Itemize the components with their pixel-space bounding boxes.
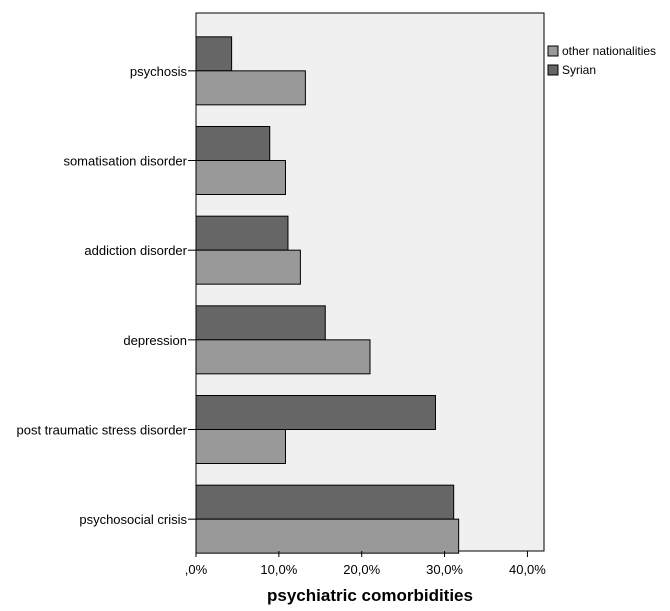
- y-axis: psychosis somatisation disorder addiction …: [16, 64, 196, 527]
- x-tick-label: 30,0%: [426, 562, 463, 577]
- bar-other-nationalities-psychosis: [195, 70, 306, 106]
- bar-syrian-psychosocial-crisis: [195, 484, 455, 520]
- legend-swatch: [547, 45, 559, 57]
- bar-other-nationalities-somatisation-disorder: [195, 160, 286, 195]
- x-tick-label: 40,0%: [509, 562, 546, 577]
- bar-other-nationalities-psychosocial-crisis: [195, 518, 460, 554]
- bar-other-nationalities-depression: [195, 339, 371, 375]
- legend-label: Syrian: [562, 63, 596, 77]
- y-tick-label: psychosis: [130, 64, 188, 79]
- x-tick-label: 10,0%: [260, 562, 297, 577]
- legend: other nationalities Syrian: [547, 44, 656, 77]
- legend-swatch: [547, 64, 559, 76]
- bars: [195, 36, 460, 554]
- y-tick-label: post traumatic stress disorder: [16, 423, 187, 438]
- y-tick-label: psychosocial crisis: [79, 512, 187, 527]
- legend-label: other nationalities: [562, 44, 656, 58]
- bar-other-nationalities-addiction-disorder: [195, 249, 301, 285]
- x-axis-title: psychiatric comorbidities: [267, 586, 473, 605]
- bar-syrian-addiction-disorder: [195, 215, 289, 251]
- y-tick-label: addiction disorder: [84, 243, 187, 258]
- y-tick-label: depression: [123, 333, 187, 348]
- y-tick-label: somatisation disorder: [63, 154, 187, 169]
- bar-syrian-depression: [195, 305, 326, 341]
- bar-syrian-psychosis: [195, 36, 233, 72]
- bar-other-nationalities-post-traumatic-stress-disorder: [195, 429, 286, 464]
- x-axis: ,0% 10,0% 20,0% 30,0% 40,0%: [185, 551, 546, 577]
- bar-syrian-somatisation-disorder: [195, 126, 271, 161]
- x-tick-label: 20,0%: [343, 562, 380, 577]
- x-tick-label: ,0%: [185, 562, 208, 577]
- bar-syrian-post-traumatic-stress-disorder: [195, 395, 436, 430]
